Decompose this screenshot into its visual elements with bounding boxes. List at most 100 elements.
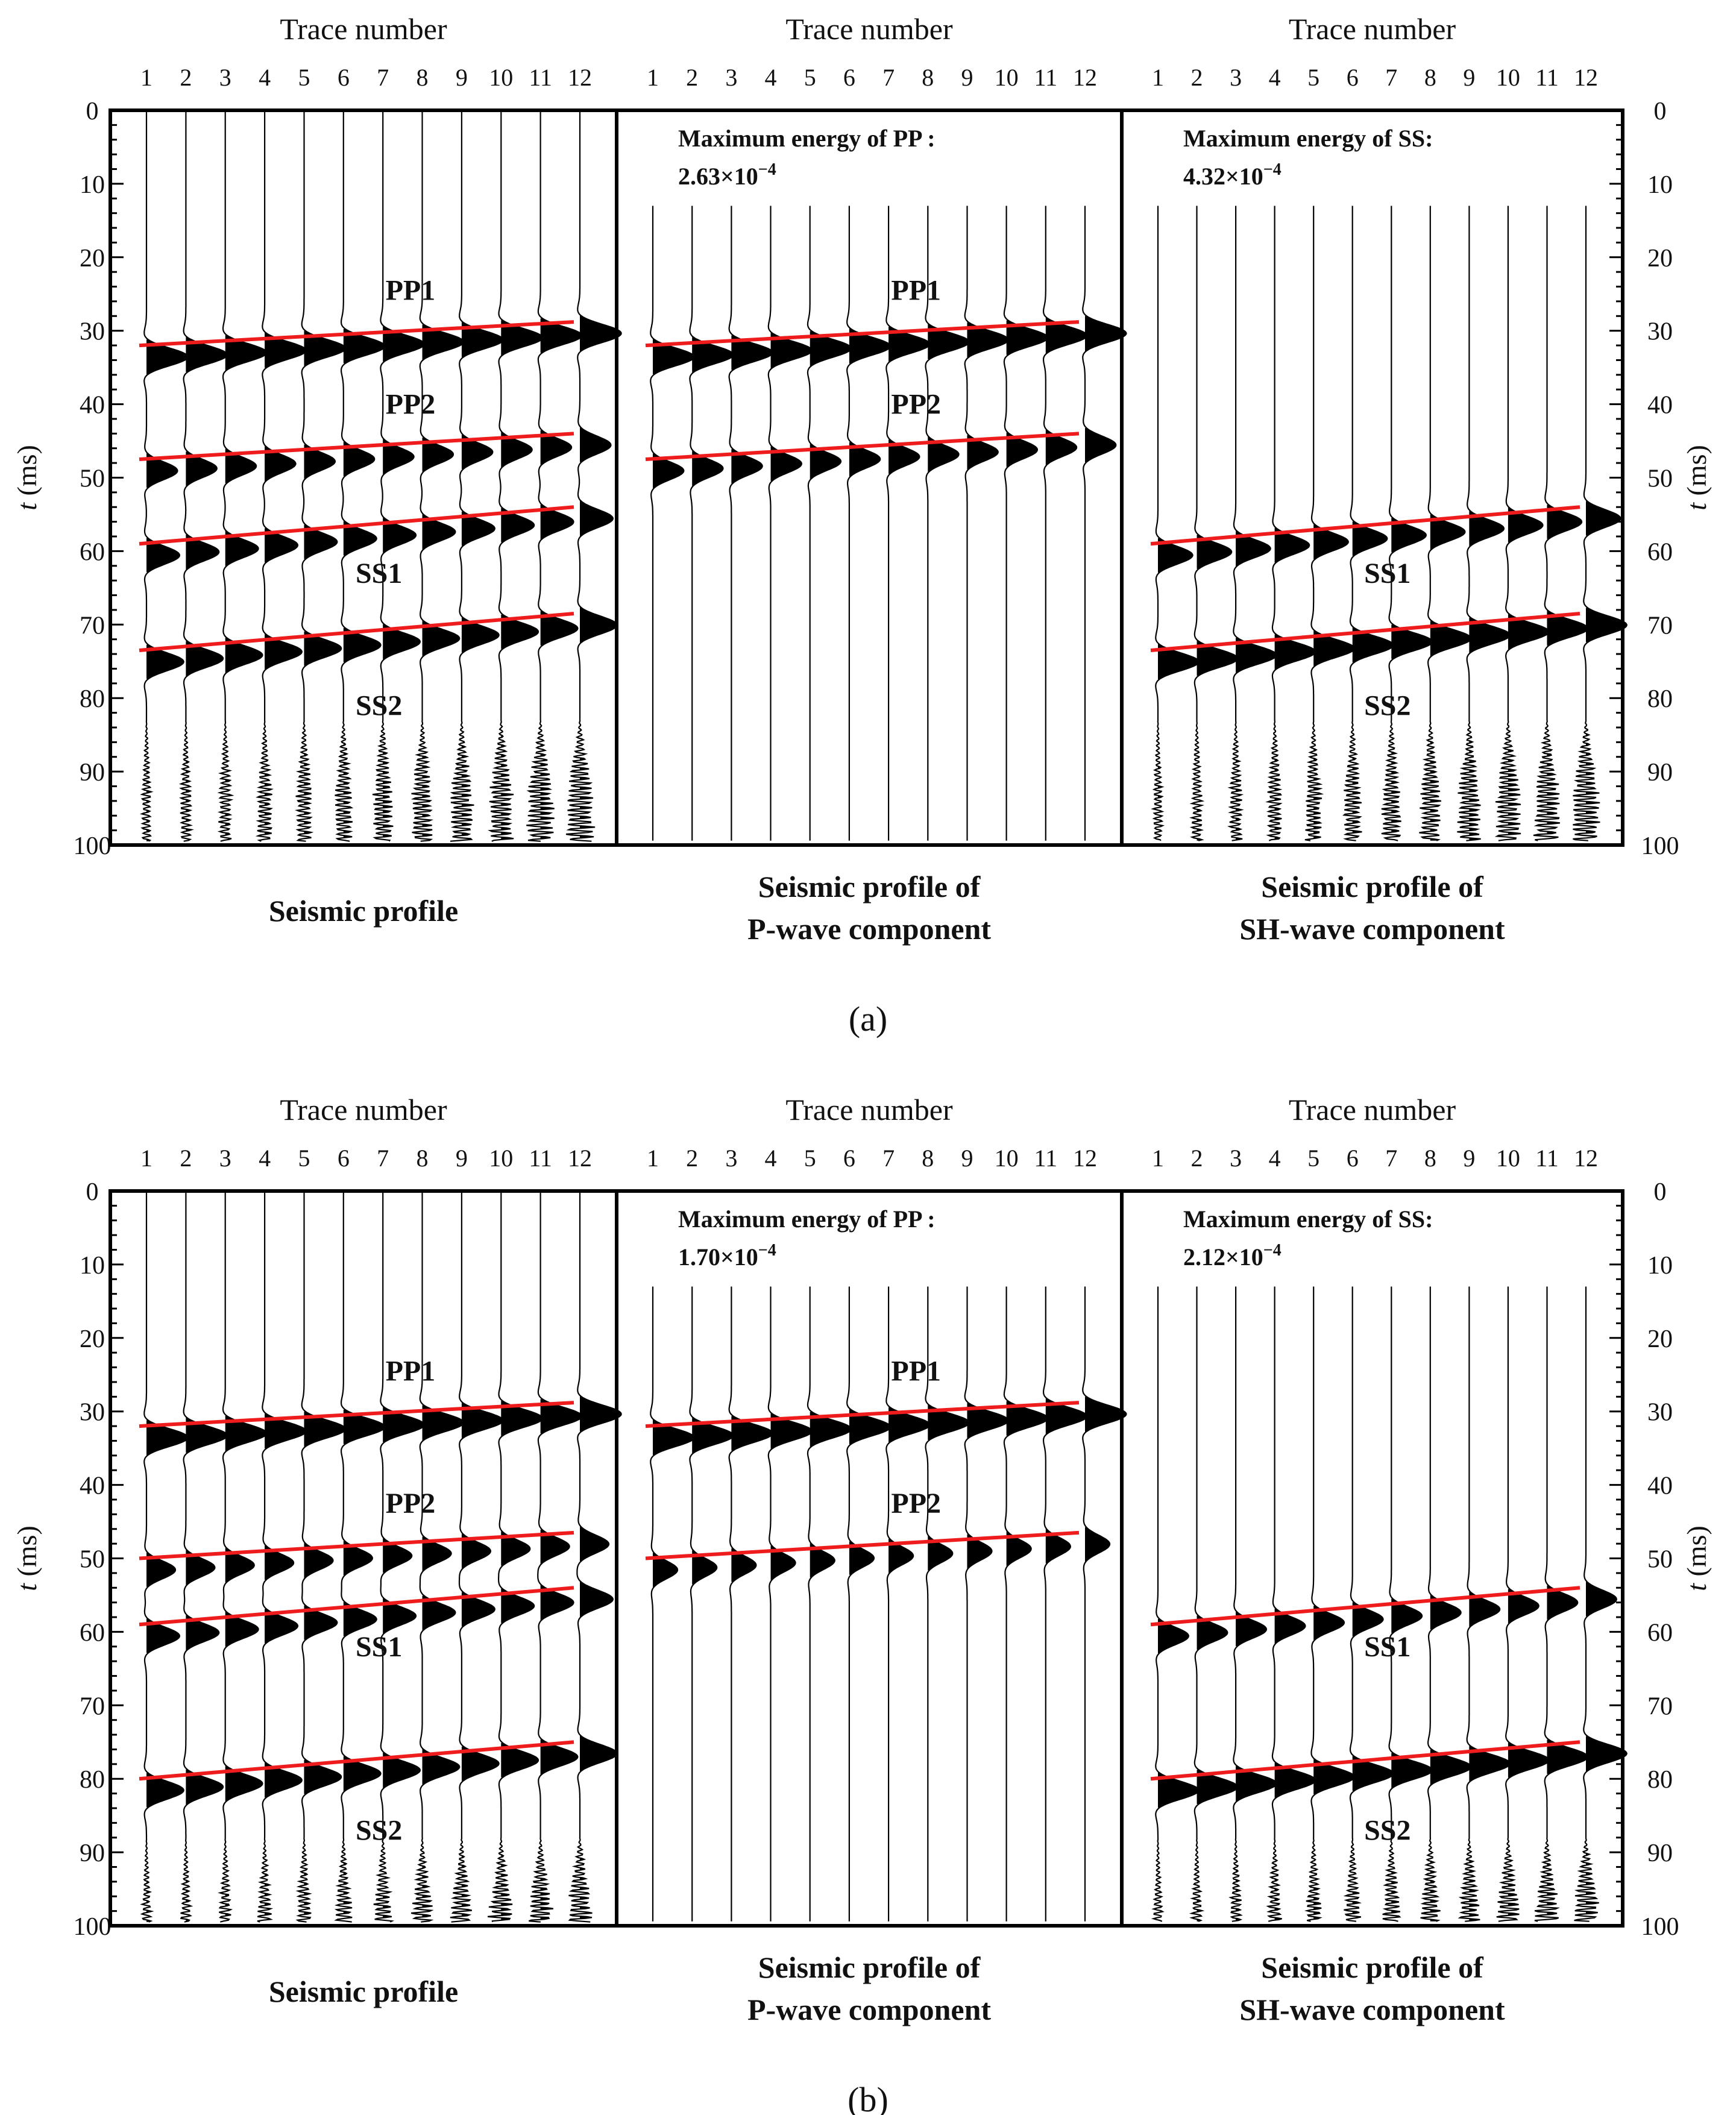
trace-fill-lobe — [1274, 808, 1280, 810]
trace-fill-lobe — [265, 1609, 298, 1644]
trace-fill-lobe — [146, 772, 149, 773]
trace-fill-lobe — [383, 806, 393, 808]
trace-fill-lobe — [146, 538, 180, 573]
trace-number-label: 6 — [1347, 1145, 1359, 1172]
trace-fill-lobe — [343, 442, 375, 477]
trace-fill-lobe — [461, 1885, 468, 1887]
energy-value-exponent: −4 — [1263, 160, 1282, 179]
trace-fill-lobe — [928, 436, 959, 473]
pick-line-ss2 — [1150, 1740, 1580, 1781]
trace-fill-lobe — [383, 1538, 412, 1573]
trace-fill-lobe — [540, 798, 550, 800]
trace-fill-lobe — [383, 816, 392, 818]
trace-number-label: 5 — [1307, 64, 1319, 91]
trace-number-label: 3 — [725, 64, 737, 91]
trace-fill-lobe — [967, 322, 1008, 358]
trace-fill-lobe — [692, 1418, 734, 1453]
subfigure-b: 0 0 10 10 20 20 30 30 40 40 50 50 60 60 70 70 80 80 90 90 10… — [11, 1093, 1712, 2115]
trace-number-label: 7 — [1385, 1145, 1397, 1172]
trace-number-label: 10 — [1496, 64, 1520, 91]
trace-number-label: 4 — [259, 1145, 271, 1172]
trace-number-label: 8 — [922, 1145, 934, 1172]
trace-fill-lobe — [186, 799, 190, 802]
trace-fill-lobe — [1547, 610, 1588, 646]
energy-value-exponent: −4 — [1263, 1241, 1282, 1260]
trace-fill-lobe — [731, 1548, 756, 1582]
y-tick-label-right: 100 — [1641, 832, 1679, 860]
trace-fill-lobe — [383, 1896, 390, 1899]
trace-fill-lobe — [540, 817, 555, 820]
trace-fill-lobe — [1274, 527, 1310, 563]
trace-fill-lobe — [304, 1411, 346, 1447]
trace-fill-lobe — [304, 763, 309, 765]
trace-number-label: 6 — [338, 64, 350, 91]
trace-fill-lobe — [1313, 749, 1316, 751]
y-tick-label-right: 60 — [1647, 1619, 1673, 1647]
trace-fill-lobe — [225, 1894, 229, 1897]
trace-fill-lobe — [1469, 770, 1476, 772]
trace-fill-lobe — [770, 1545, 796, 1580]
trace-fill-lobe — [501, 1903, 513, 1905]
trace-fill-lobe — [501, 812, 510, 815]
trace-fill-lobe — [540, 430, 572, 465]
y-tick-label-left: 90 — [80, 1840, 105, 1867]
trace-fill-lobe — [540, 808, 555, 809]
trace-fill-lobe — [265, 822, 270, 825]
trace-fill-lobe — [422, 1595, 456, 1630]
trace-fill-lobe — [1352, 792, 1360, 794]
pick-line-ss2 — [139, 1740, 574, 1781]
trace-fill-lobe — [501, 1401, 542, 1436]
trace-fill-lobe — [1197, 640, 1238, 676]
panel-caption: SH-wave component — [1239, 912, 1505, 946]
trace-fill-lobe — [1313, 826, 1322, 829]
trace-fill-lobe — [1547, 1864, 1551, 1866]
y-tick-label-right: 40 — [1647, 392, 1673, 420]
trace-fill-lobe — [422, 1749, 460, 1785]
trace-fill-lobe — [146, 1910, 152, 1912]
trace-fill-lobe — [1391, 1901, 1399, 1903]
trace-fill-lobe — [1547, 793, 1560, 795]
energy-value-mantissa: 2.12×10 — [1183, 1243, 1263, 1271]
trace-fill-lobe — [540, 788, 550, 790]
trace-fill-lobe — [1274, 788, 1280, 791]
trace-fill-lobe — [1352, 1911, 1360, 1914]
trace-fill-lobe — [540, 812, 551, 814]
trace-fill-lobe — [422, 1915, 431, 1917]
energy-label: Maximum energy of SS: — [1183, 125, 1433, 152]
trace-fill-lobe — [580, 1868, 585, 1870]
trace-fill-lobe — [1469, 1890, 1477, 1891]
trace-fill-lobe — [1469, 814, 1479, 816]
y-tick-label-left: 80 — [80, 685, 105, 713]
trace-number-label: 5 — [298, 1145, 310, 1172]
event-label-pp1: PP1 — [891, 1356, 941, 1387]
energy-value-exponent: −4 — [758, 160, 776, 179]
trace-fill-lobe — [540, 504, 574, 540]
trace-fill-lobe — [1430, 1749, 1471, 1785]
trace-fill-lobe — [1430, 771, 1436, 773]
trace-fill-lobe — [580, 1527, 609, 1562]
trace-fill-lobe — [383, 825, 394, 828]
trace-fill-lobe — [383, 772, 389, 773]
trace-fill-lobe — [580, 778, 590, 780]
event-label-ss1: SS1 — [356, 558, 402, 589]
trace-fill-lobe — [304, 793, 312, 795]
trace-fill-lobe — [422, 1405, 464, 1441]
trace-wiggle — [1304, 1286, 1356, 1922]
trace-fill-lobe — [1586, 763, 1594, 765]
trace-fill-lobe — [461, 1746, 499, 1781]
trace-fill-lobe — [461, 1904, 470, 1906]
trace-fill-lobe — [1469, 1879, 1476, 1882]
trace-fill-lobe — [1006, 432, 1037, 467]
y-tick-label-right: 30 — [1647, 1399, 1673, 1427]
trace-fill-lobe — [265, 1762, 302, 1798]
trace-fill-lobe — [1430, 1890, 1436, 1893]
trace-fill-lobe — [1313, 1897, 1319, 1900]
y-tick-label-right: 70 — [1647, 612, 1673, 640]
trace-fill-lobe — [1352, 521, 1388, 556]
trace-fill-lobe — [1236, 638, 1277, 673]
trace-fill-lobe — [1313, 797, 1322, 799]
trace-fill-lobe — [146, 800, 150, 803]
trace-fill-lobe — [343, 821, 353, 823]
trace-fill-lobe — [1352, 758, 1356, 760]
